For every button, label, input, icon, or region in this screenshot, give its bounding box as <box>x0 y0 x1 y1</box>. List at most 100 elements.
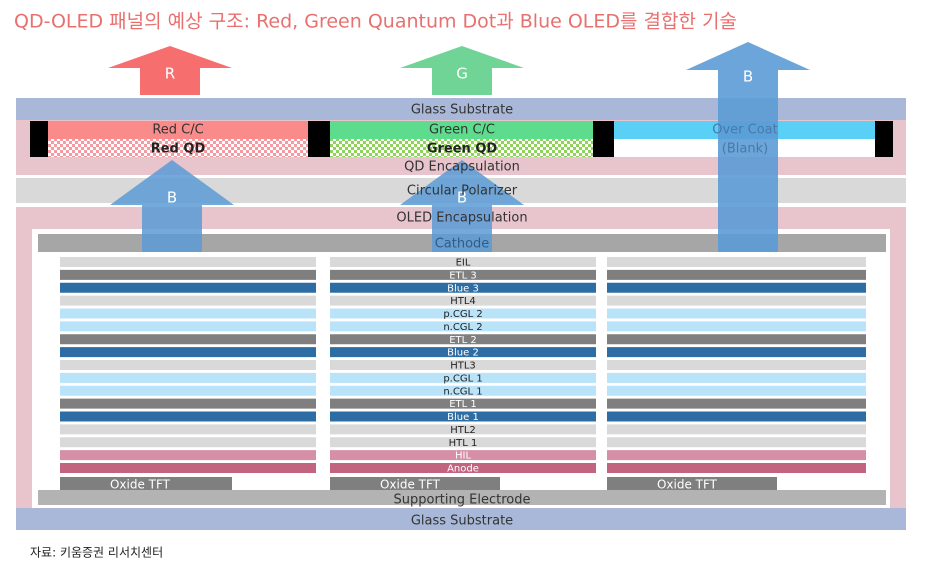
stack-layer <box>330 321 596 332</box>
stack-layer <box>607 372 866 383</box>
tft <box>607 477 777 490</box>
stack-label: n.CGL 1 <box>443 386 482 397</box>
label: OLED Encapsulation <box>396 211 527 226</box>
arrow <box>400 46 524 95</box>
label: Green QD <box>427 142 498 157</box>
stack-label: ETL 1 <box>449 399 477 410</box>
bank <box>875 121 893 157</box>
tft-label: Oxide TFT <box>110 478 171 492</box>
stack-layer <box>330 360 596 370</box>
stack-layer <box>607 424 866 435</box>
stack-layer <box>330 463 596 473</box>
stack-layer <box>330 334 596 345</box>
stack-layer <box>60 463 316 473</box>
stack-layer <box>330 257 596 267</box>
stack-layer <box>60 385 316 396</box>
stack-layer <box>330 450 596 461</box>
red-qd <box>48 139 308 157</box>
arrow <box>110 160 234 252</box>
stack-layer <box>60 334 316 345</box>
stack-label: HTL2 <box>450 425 476 436</box>
arrow-label: B <box>743 68 753 86</box>
stack-layer <box>607 450 866 461</box>
label: Glass Substrate <box>411 514 513 529</box>
stack-label: p.CGL 1 <box>443 373 482 384</box>
stack-layer <box>607 347 866 358</box>
arrow-label: B <box>457 189 467 207</box>
stack-label: Blue 3 <box>447 283 479 294</box>
stack-layer <box>607 437 866 448</box>
stack-layer <box>60 321 316 332</box>
stack-layer <box>607 308 866 319</box>
stack-layer <box>607 295 866 306</box>
green-cc <box>330 121 593 139</box>
stack-layer <box>607 282 866 293</box>
stack-layer <box>60 257 316 267</box>
label: Cathode <box>435 237 490 252</box>
stack-layer <box>607 269 866 280</box>
stack-layer <box>607 321 866 332</box>
stack-layer <box>330 347 596 358</box>
arrow <box>400 160 524 252</box>
arrow <box>108 46 232 95</box>
stack-layer <box>607 398 866 409</box>
stack-label: EIL <box>456 258 471 269</box>
tft <box>60 477 232 490</box>
stack-layer <box>607 385 866 396</box>
stack-layer <box>60 437 316 448</box>
bank <box>30 121 48 157</box>
label: Green C/C <box>429 123 495 138</box>
stack-layer <box>607 411 866 422</box>
glass <box>16 98 906 120</box>
red-cc <box>48 121 308 139</box>
stack-layer <box>330 308 596 319</box>
stack-layer <box>330 372 596 383</box>
arrow-label: B <box>167 189 177 207</box>
label: Red QD <box>151 142 206 157</box>
label: Circular Polarizer <box>407 184 518 199</box>
label: Over Coat <box>712 123 778 138</box>
arrow <box>686 42 810 252</box>
stack-layer <box>60 424 316 435</box>
glass <box>16 508 906 530</box>
supporting-electrode <box>38 490 886 505</box>
arrow-label: R <box>165 65 175 83</box>
stack-label: ETL 2 <box>449 335 477 346</box>
stack-layer <box>60 282 316 293</box>
label: Red C/C <box>152 123 203 138</box>
stack-layer <box>60 308 316 319</box>
bank <box>308 121 330 157</box>
stack-label: HIL <box>455 451 471 462</box>
stack-layer <box>607 334 866 345</box>
stack-label: Anode <box>447 464 479 475</box>
stack-layer <box>60 347 316 358</box>
label: QD Encapsulation <box>404 160 520 175</box>
label: Glass Substrate <box>411 103 513 118</box>
green-qd <box>330 139 593 157</box>
stack-layer <box>607 360 866 370</box>
tft <box>330 477 500 490</box>
stack-label: ETL 3 <box>449 270 477 281</box>
arrow-label: G <box>456 65 468 83</box>
stack-label: Blue 1 <box>447 412 479 423</box>
source: 자료: 키움증권 리서치센터 <box>30 546 163 560</box>
stack-layer <box>60 450 316 461</box>
title: QD-OLED 패널의 예상 구조: Red, Green Quantum Do… <box>14 11 737 33</box>
stack-label: HTL3 <box>450 361 476 372</box>
stack-layer <box>60 360 316 370</box>
stack-layer <box>330 424 596 435</box>
bank <box>593 121 614 157</box>
label: Supporting Electrode <box>394 493 531 508</box>
stack-layer <box>330 295 596 306</box>
stack-layer <box>330 282 596 293</box>
stack-layer <box>60 295 316 306</box>
stack-layer <box>607 257 866 267</box>
stack-label: n.CGL 2 <box>443 322 482 333</box>
label: (Blank) <box>722 142 768 157</box>
stack-label: HTL 1 <box>449 438 478 449</box>
tft-label: Oxide TFT <box>657 478 718 492</box>
stack-layer <box>60 411 316 422</box>
stack-layer <box>60 398 316 409</box>
stack-layer <box>330 269 596 280</box>
